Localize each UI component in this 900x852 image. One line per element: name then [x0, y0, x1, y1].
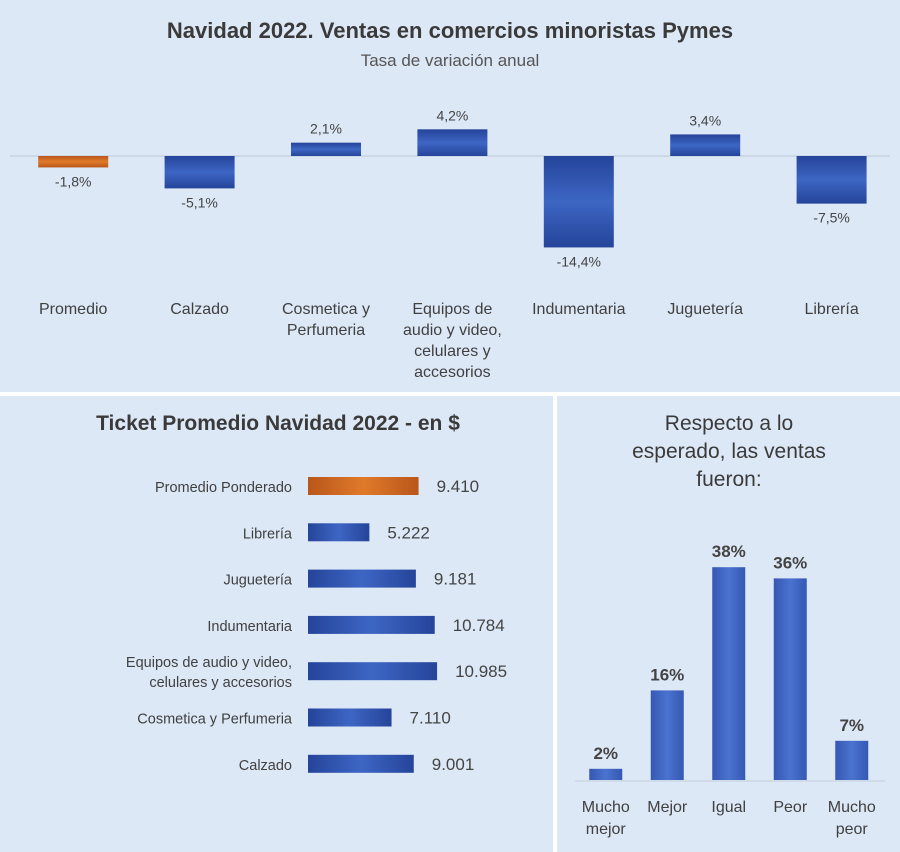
category-label: Mucho: [828, 799, 876, 816]
bar: [773, 578, 807, 780]
data-label: 9.181: [434, 570, 477, 589]
category-label: Equipos de: [412, 301, 492, 318]
category-label: celulares y: [414, 343, 490, 360]
category-label: Peor: [773, 799, 807, 816]
data-label: 3,4%: [689, 112, 721, 128]
category-label: Promedio: [39, 301, 108, 318]
data-label: 7%: [839, 716, 864, 735]
bar: [308, 754, 414, 773]
data-label: 2%: [593, 744, 618, 763]
expectativa-ventas-chart: Respecto a lo esperado, las ventas fueron:…: [575, 412, 885, 838]
category-label: accesorios: [414, 364, 490, 381]
data-label: -14,4%: [557, 253, 601, 269]
data-label: 2,1%: [310, 121, 342, 137]
chart-title: Ticket Promedio Navidad 2022 - en $: [96, 412, 460, 435]
bar: [38, 156, 109, 168]
category-label: Perfumeria: [287, 322, 365, 339]
chart-title-line: fueron:: [696, 468, 761, 491]
data-label: -5,1%: [181, 194, 218, 210]
category-label: audio y video,: [403, 322, 502, 339]
bar: [308, 477, 419, 495]
data-label: -7,5%: [813, 210, 850, 226]
bar: [308, 708, 392, 727]
category-label: Indumentaria: [532, 301, 625, 318]
bar: [835, 740, 869, 780]
bar: [308, 662, 438, 681]
bar: [670, 134, 741, 156]
bar: [308, 523, 370, 542]
bar: [650, 690, 684, 780]
chart-title-line: Respecto a lo: [665, 412, 793, 435]
category-label: Juguetería: [223, 573, 292, 589]
variacion-anual-chart: Navidad 2022. Ventas en comercios minori…: [10, 18, 890, 381]
category-label: Indumentaria: [207, 619, 293, 635]
data-label: -1,8%: [55, 173, 92, 189]
chart-title: Navidad 2022. Ventas en comercios minori…: [167, 18, 733, 43]
category-label: mejor: [586, 821, 627, 838]
data-label: 16%: [650, 665, 684, 684]
bar: [712, 567, 746, 780]
data-label: 38%: [712, 542, 746, 561]
chart-subtitle: Tasa de variación anual: [361, 51, 540, 70]
category-label: Igual: [711, 799, 746, 816]
category-label: Mejor: [647, 799, 688, 816]
bar: [417, 129, 488, 156]
chart-title-line: esperado, las ventas: [632, 440, 826, 463]
category-label: Juguetería: [667, 301, 743, 318]
category-label: Promedio Ponderado: [155, 480, 292, 496]
data-label: 7.110: [410, 709, 451, 728]
bar: [164, 156, 235, 189]
category-label: celulares y accesorios: [149, 675, 292, 691]
category-label: Equipos de audio y video,: [126, 655, 292, 671]
data-label: 10.784: [453, 616, 505, 635]
data-label: 4,2%: [436, 107, 468, 123]
top-chart-panel: Navidad 2022. Ventas en comercios minori…: [0, 0, 900, 392]
bar: [543, 156, 614, 248]
bar: [589, 768, 623, 780]
data-label: 9.001: [432, 755, 475, 774]
data-label: 10.985: [455, 662, 507, 681]
category-label: peor: [836, 821, 869, 838]
category-label: Librería: [243, 526, 293, 542]
bar: [308, 615, 435, 634]
category-label: Cosmetica y: [282, 301, 370, 318]
category-label: Calzado: [170, 301, 229, 318]
category-label: Mucho: [582, 799, 630, 816]
bar: [308, 569, 416, 588]
data-label: 5.222: [387, 523, 430, 542]
category-label: Cosmetica y Perfumeria: [137, 712, 293, 728]
ticket-chart-panel: Ticket Promedio Navidad 2022 - en $ 9.41…: [0, 396, 553, 852]
data-label: 36%: [773, 553, 807, 572]
category-label: Librería: [804, 301, 858, 318]
bar: [291, 142, 361, 156]
ticket-promedio-chart: Ticket Promedio Navidad 2022 - en $ 9.41…: [96, 412, 507, 774]
category-label: Calzado: [239, 758, 292, 774]
expectativa-chart-panel: Respecto a lo esperado, las ventas fueron:…: [557, 396, 900, 852]
data-label: 9.410: [437, 477, 480, 496]
bar: [796, 156, 867, 204]
